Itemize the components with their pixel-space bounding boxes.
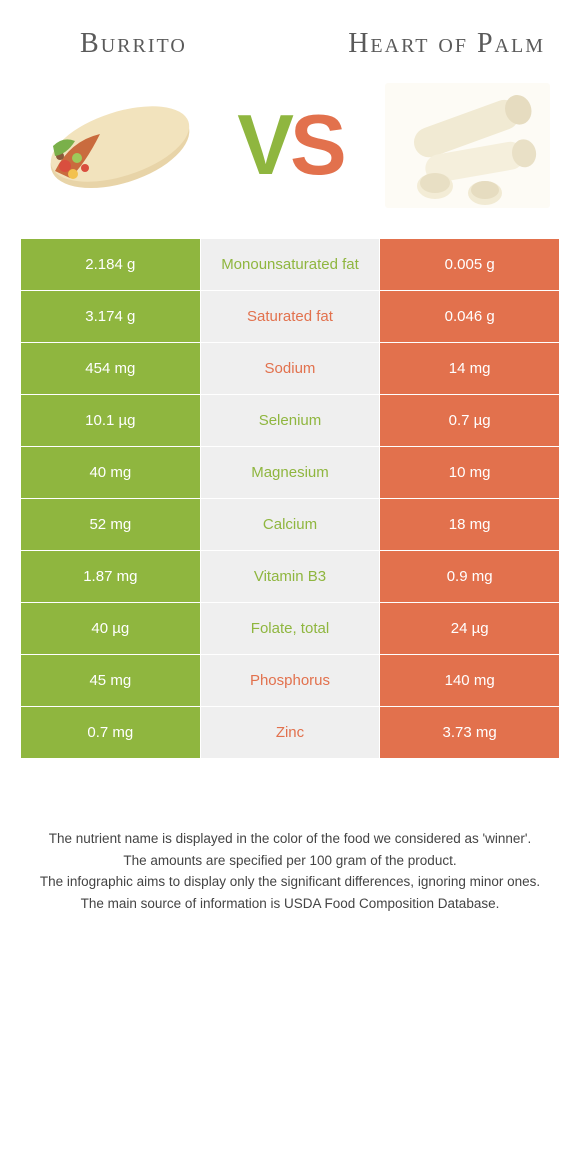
images-row: VS [20, 78, 560, 213]
table-row: 1.87 mgVitamin B30.9 mg [21, 551, 560, 603]
nutrient-label-cell: Magnesium [200, 447, 380, 499]
vs-s: S [290, 98, 343, 193]
footnote-line: The infographic aims to display only the… [34, 872, 546, 892]
table-row: 454 mgSodium14 mg [21, 343, 560, 395]
table-row: 40 µgFolate, total24 µg [21, 603, 560, 655]
right-value-cell: 140 mg [380, 655, 560, 707]
left-value-cell: 3.174 g [21, 291, 201, 343]
burrito-icon [25, 86, 200, 206]
table-row: 52 mgCalcium18 mg [21, 499, 560, 551]
infographic-container: Burrito Heart of Palm VS [0, 0, 580, 935]
right-value-cell: 0.046 g [380, 291, 560, 343]
nutrient-label-cell: Vitamin B3 [200, 551, 380, 603]
nutrient-label-cell: Selenium [200, 395, 380, 447]
left-food-title: Burrito [20, 28, 247, 60]
footnotes: The nutrient name is displayed in the co… [20, 829, 560, 913]
nutrient-label-cell: Sodium [200, 343, 380, 395]
nutrient-label-cell: Saturated fat [200, 291, 380, 343]
nutrient-label-cell: Zinc [200, 707, 380, 759]
left-value-cell: 2.184 g [21, 239, 201, 291]
heart-of-palm-icon [380, 78, 555, 213]
vs-v: V [237, 98, 290, 193]
table-row: 45 mgPhosphorus140 mg [21, 655, 560, 707]
table-row: 2.184 gMonounsaturated fat0.005 g [21, 239, 560, 291]
right-value-cell: 14 mg [380, 343, 560, 395]
footnote-line: The amounts are specified per 100 gram o… [34, 851, 546, 871]
left-value-cell: 454 mg [21, 343, 201, 395]
right-value-cell: 0.005 g [380, 239, 560, 291]
table-row: 40 mgMagnesium10 mg [21, 447, 560, 499]
right-value-cell: 18 mg [380, 499, 560, 551]
right-value-cell: 10 mg [380, 447, 560, 499]
left-value-cell: 1.87 mg [21, 551, 201, 603]
table-row: 3.174 gSaturated fat0.046 g [21, 291, 560, 343]
right-value-cell: 24 µg [380, 603, 560, 655]
left-value-cell: 0.7 mg [21, 707, 201, 759]
left-value-cell: 45 mg [21, 655, 201, 707]
header-titles: Burrito Heart of Palm [20, 28, 560, 60]
nutrient-label-cell: Monounsaturated fat [200, 239, 380, 291]
right-value-cell: 0.7 µg [380, 395, 560, 447]
nutrient-label-cell: Phosphorus [200, 655, 380, 707]
nutrient-table: 2.184 gMonounsaturated fat0.005 g3.174 g… [20, 238, 560, 759]
vs-label: VS [237, 103, 342, 188]
table-row: 10.1 µgSelenium0.7 µg [21, 395, 560, 447]
table-row: 0.7 mgZinc3.73 mg [21, 707, 560, 759]
right-food-title: Heart of Palm [333, 28, 560, 60]
right-value-cell: 0.9 mg [380, 551, 560, 603]
left-value-cell: 40 mg [21, 447, 201, 499]
burrito-image [20, 78, 205, 213]
heart-of-palm-image [375, 78, 560, 213]
nutrient-label-cell: Calcium [200, 499, 380, 551]
footnote-line: The nutrient name is displayed in the co… [34, 829, 546, 849]
footnote-line: The main source of information is USDA F… [34, 894, 546, 914]
left-value-cell: 40 µg [21, 603, 201, 655]
left-value-cell: 52 mg [21, 499, 201, 551]
left-value-cell: 10.1 µg [21, 395, 201, 447]
nutrient-label-cell: Folate, total [200, 603, 380, 655]
right-value-cell: 3.73 mg [380, 707, 560, 759]
